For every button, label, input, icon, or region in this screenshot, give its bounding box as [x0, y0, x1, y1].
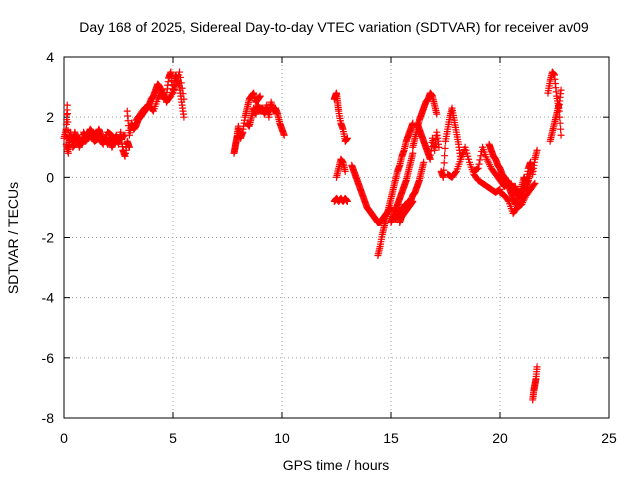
x-tick-label: 15 — [383, 430, 399, 446]
data-point — [176, 68, 184, 76]
data-point-fill — [463, 149, 471, 157]
y-tick-label: -6 — [42, 350, 55, 366]
data-point-fill — [530, 181, 538, 189]
data-point-fill — [440, 159, 448, 167]
data-point — [555, 101, 563, 109]
data-point — [341, 167, 349, 175]
x-axis-label: GPS time / hours — [283, 457, 390, 473]
data-point-fill — [120, 132, 128, 140]
data-point — [256, 92, 264, 100]
y-tick-label: 2 — [46, 109, 54, 125]
data-point — [343, 134, 351, 142]
data-point — [63, 101, 71, 109]
data-point — [533, 146, 541, 154]
data-point — [557, 86, 565, 94]
data-point — [531, 179, 539, 187]
data-point — [171, 83, 179, 91]
data-point-fill — [173, 77, 181, 85]
data-point-fill — [477, 152, 485, 160]
y-tick-label: 0 — [46, 169, 54, 185]
x-tick-label: 25 — [601, 430, 617, 446]
data-point-fill — [64, 118, 72, 126]
data-points — [60, 68, 565, 404]
data-point-fill — [464, 152, 472, 160]
data-point — [533, 363, 541, 371]
x-tick-label: 5 — [169, 430, 177, 446]
x-tick-label: 0 — [60, 430, 68, 446]
data-point — [433, 110, 441, 118]
data-point-fill — [63, 110, 71, 118]
data-point — [409, 149, 417, 157]
data-point-fill — [557, 125, 565, 133]
data-point — [180, 113, 188, 121]
y-tick-label: 4 — [46, 49, 54, 65]
data-point-fill — [441, 144, 449, 152]
data-point — [420, 158, 428, 166]
y-axis-label: SDTVAR / TECUs — [5, 182, 21, 294]
data-point — [439, 173, 447, 181]
y-axis: -8 -6 -4 -2 0 2 4 — [42, 49, 609, 426]
data-point — [409, 197, 417, 205]
data-point — [125, 143, 133, 151]
y-tick-label: -8 — [42, 410, 55, 426]
x-axis: 0 5 10 15 20 25 — [60, 57, 617, 446]
data-point-fill — [452, 169, 460, 177]
data-point-fill — [476, 156, 484, 164]
data-point-fill — [475, 160, 483, 168]
data-point-fill — [556, 119, 564, 127]
data-point-fill — [462, 146, 470, 154]
data-point-fill — [179, 90, 187, 98]
data-point-fill — [556, 113, 564, 121]
data-point — [343, 197, 351, 205]
data-point-fill — [440, 166, 448, 174]
data-point-fill — [504, 196, 512, 204]
data-point-fill — [473, 165, 481, 173]
data-point — [461, 143, 469, 151]
x-tick-label: 10 — [274, 430, 290, 446]
data-point — [527, 167, 535, 175]
data-point-fill — [176, 73, 184, 81]
data-point — [180, 95, 188, 103]
data-point — [557, 131, 565, 139]
x-tick-label: 20 — [492, 430, 508, 446]
chart-title: Day 168 of 2025, Sidereal Day-to-day VTE… — [79, 19, 589, 35]
data-point-fill — [172, 80, 180, 88]
data-point-fill — [465, 155, 473, 163]
y-tick-label: -2 — [42, 230, 55, 246]
data-point — [435, 143, 443, 151]
data-point-fill — [178, 84, 186, 92]
y-tick-label: -4 — [42, 290, 55, 306]
data-point-fill — [441, 152, 449, 160]
data-point-fill — [555, 107, 563, 115]
data-point — [474, 164, 482, 172]
data-point-fill — [177, 79, 185, 87]
data-point — [280, 131, 288, 139]
